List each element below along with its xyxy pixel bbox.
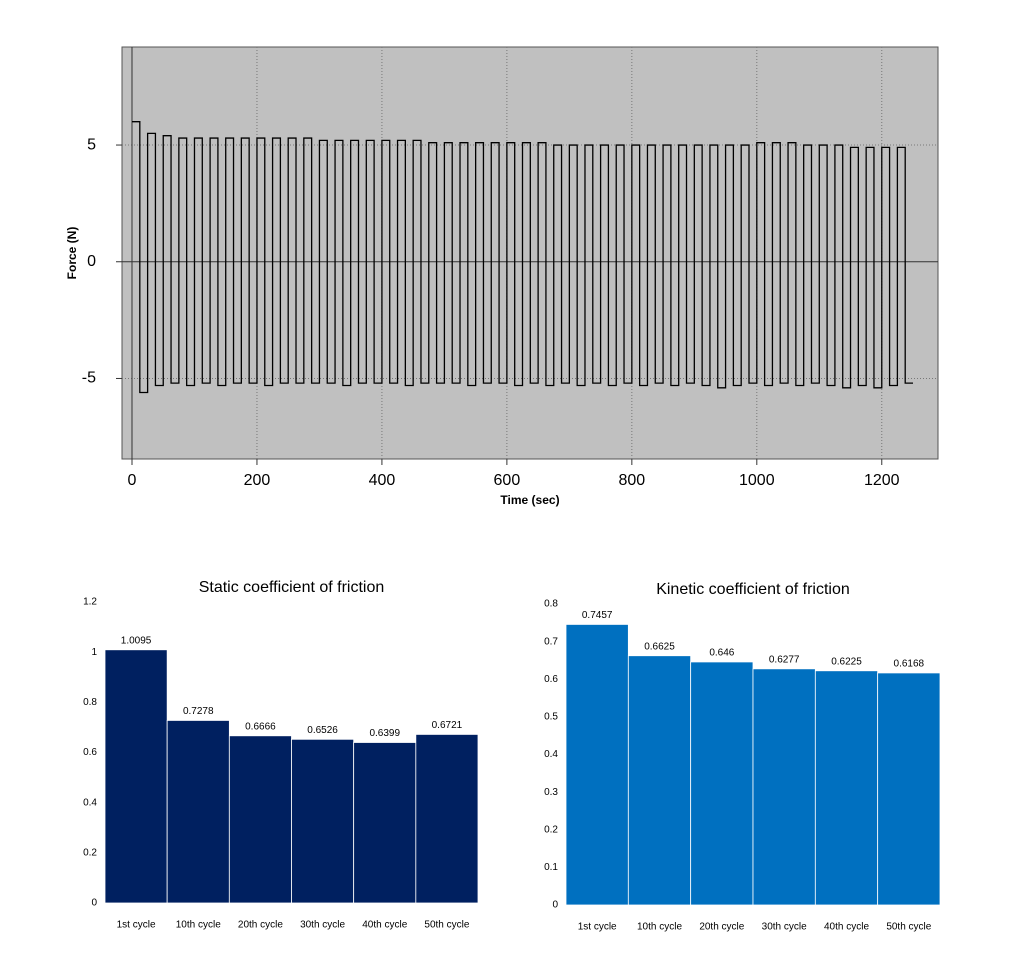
y-tick-label: 0.1 <box>544 862 558 873</box>
x-tick-label: 30th cycle <box>300 920 345 931</box>
x-tick-label: 1st cycle <box>117 920 156 931</box>
x-tick-label: 20th cycle <box>699 922 744 933</box>
x-tick-label: 40th cycle <box>824 922 869 933</box>
force-line <box>132 121 914 394</box>
x-tick-label: 40th cycle <box>362 920 407 931</box>
x-tick-label: 0 <box>128 472 137 489</box>
y-tick-label: 0 <box>552 900 558 911</box>
y-tick-label: 0.8 <box>544 599 558 610</box>
bar <box>752 668 816 906</box>
x-axis-label: Time (sec) <box>500 493 559 507</box>
y-tick-label: 0.7 <box>544 636 558 647</box>
bar <box>415 734 479 904</box>
x-tick-label: 1st cycle <box>578 922 617 933</box>
bar <box>166 720 230 904</box>
y-tick-label: -5 <box>82 370 96 387</box>
y-tick-label: 5 <box>87 136 96 153</box>
y-tick-label: 0.5 <box>544 712 558 723</box>
value-label: 0.7457 <box>582 610 613 621</box>
y-tick-label: 0.3 <box>544 787 558 798</box>
y-axis-label: Force (N) <box>65 227 79 280</box>
y-tick-label: 0.6 <box>83 747 97 758</box>
value-label: 0.6526 <box>307 725 338 736</box>
x-tick-label: 1200 <box>864 472 900 489</box>
value-label: 1.0095 <box>121 635 152 646</box>
chart-title: Static coefficient of friction <box>199 579 385 596</box>
bar <box>291 738 355 904</box>
bar <box>104 649 168 904</box>
value-label: 0.6721 <box>432 720 463 731</box>
x-tick-label: 400 <box>369 472 396 489</box>
y-tick-label: 0.4 <box>83 797 97 808</box>
bar <box>565 624 629 906</box>
y-tick-label: 1 <box>91 647 97 658</box>
value-label: 0.6168 <box>894 659 925 670</box>
value-label: 0.6625 <box>644 641 675 652</box>
bar <box>877 672 941 906</box>
y-tick-label: 0 <box>87 253 96 270</box>
value-label: 0.7278 <box>183 706 214 717</box>
y-tick-label: 0.6 <box>544 674 558 685</box>
y-tick-label: 0.4 <box>544 749 558 760</box>
x-tick-label: 10th cycle <box>637 922 682 933</box>
bar <box>814 670 879 906</box>
x-tick-label: 30th cycle <box>762 922 807 933</box>
x-tick-label: 10th cycle <box>176 920 221 931</box>
x-tick-label: 50th cycle <box>424 920 469 931</box>
x-tick-label: 200 <box>244 472 271 489</box>
value-label: 0.646 <box>709 648 734 659</box>
x-tick-label: 50th cycle <box>886 922 931 933</box>
bar <box>353 742 417 904</box>
x-tick-label: 600 <box>494 472 521 489</box>
y-tick-label: 0.2 <box>83 847 97 858</box>
y-tick-label: 0.8 <box>83 697 97 708</box>
y-tick-label: 0 <box>91 898 97 909</box>
x-tick-label: 800 <box>618 472 645 489</box>
value-label: 0.6277 <box>769 654 800 665</box>
bar <box>627 655 692 906</box>
y-tick-label: 0.2 <box>544 824 558 835</box>
x-tick-label: 1000 <box>739 472 775 489</box>
value-label: 0.6399 <box>369 728 400 739</box>
value-label: 0.6666 <box>245 721 276 732</box>
chart-title: Kinetic coefficient of friction <box>656 581 850 598</box>
bar <box>690 661 754 906</box>
y-tick-label: 1.2 <box>83 597 97 608</box>
value-label: 0.6225 <box>831 656 862 667</box>
bar <box>228 735 292 904</box>
x-tick-label: 20th cycle <box>238 920 283 931</box>
